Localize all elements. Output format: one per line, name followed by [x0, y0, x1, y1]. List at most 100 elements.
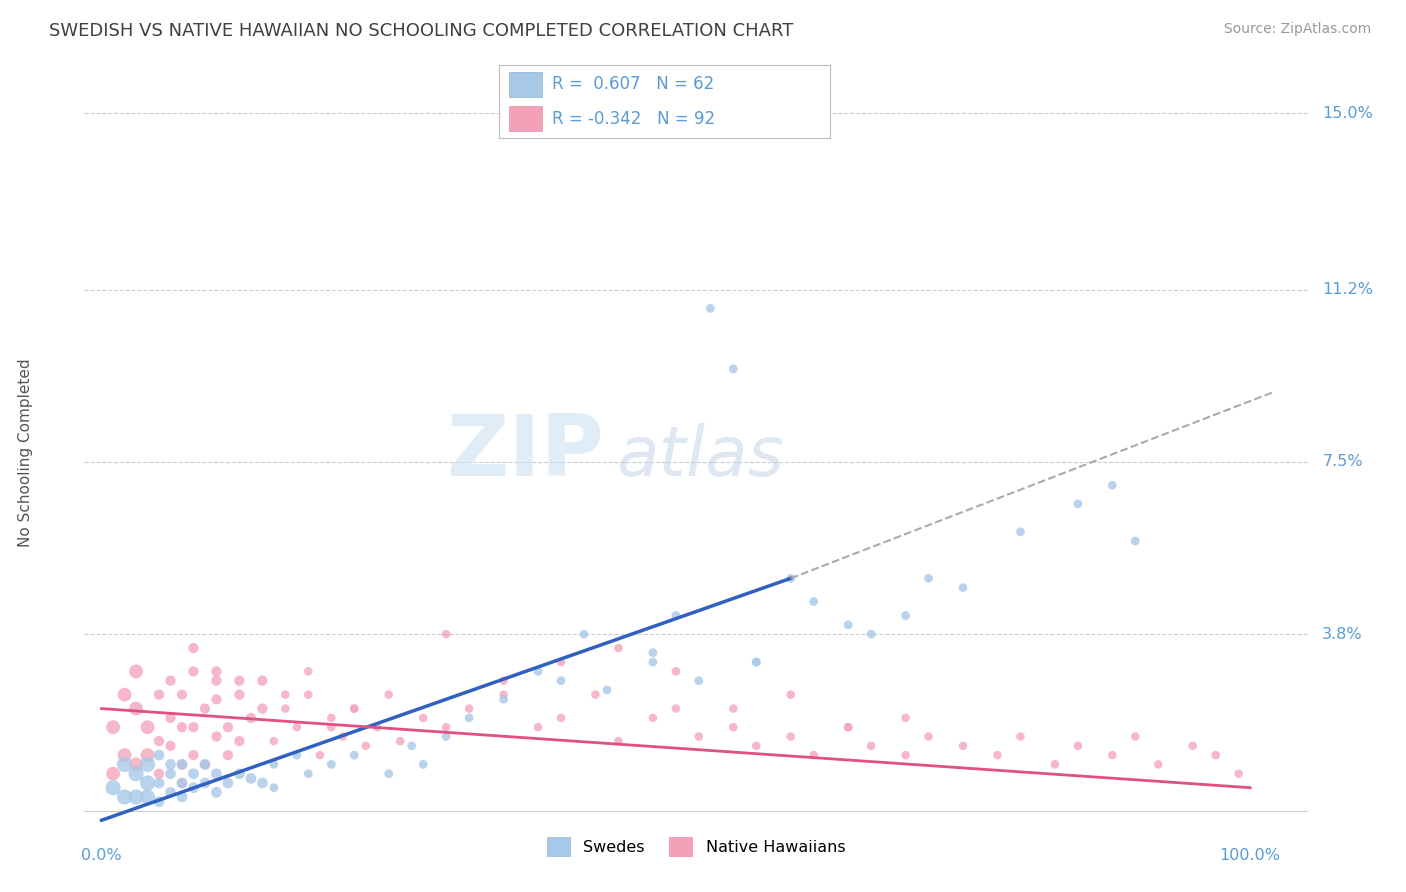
Point [159, 766, 181, 780]
Point [699, 301, 721, 316]
Point [343, 701, 366, 715]
Point [527, 720, 550, 734]
Point [986, 748, 1008, 763]
Point [321, 720, 343, 734]
Point [114, 748, 136, 763]
Legend: Swedes, Native Hawaiians: Swedes, Native Hawaiians [540, 830, 852, 863]
Point [194, 776, 217, 790]
Point [894, 711, 917, 725]
Point [252, 776, 274, 790]
Point [665, 608, 688, 623]
Point [412, 711, 434, 725]
Point [205, 766, 228, 780]
Point [377, 766, 399, 780]
Point [332, 730, 354, 744]
Point [239, 772, 262, 786]
Point [125, 766, 148, 780]
Point [285, 748, 308, 763]
Point [297, 766, 319, 780]
Bar [509, 106, 543, 131]
Point [217, 720, 239, 734]
Point [136, 789, 159, 804]
Text: No Schooling Completed: No Schooling Completed [18, 359, 34, 547]
Point [1101, 478, 1123, 492]
Point [205, 692, 228, 706]
Point [434, 730, 457, 744]
Point [321, 757, 343, 772]
Point [665, 665, 688, 679]
Point [641, 711, 664, 725]
Point [170, 720, 193, 734]
Point [1010, 524, 1032, 539]
Point [205, 665, 228, 679]
Point [1067, 739, 1090, 753]
Point [136, 748, 159, 763]
Point [170, 688, 193, 702]
Point [343, 748, 366, 763]
Point [228, 688, 250, 702]
Point [125, 665, 148, 679]
Point [183, 748, 205, 763]
Point [148, 734, 170, 748]
Point [114, 688, 136, 702]
Bar [509, 71, 543, 96]
Point [641, 655, 664, 669]
Point [803, 748, 825, 763]
Point [1227, 766, 1250, 780]
Point [688, 730, 710, 744]
Text: R = -0.342   N = 92: R = -0.342 N = 92 [553, 110, 716, 128]
Point [779, 688, 801, 702]
Point [1205, 748, 1227, 763]
Point [894, 748, 917, 763]
Point [205, 785, 228, 799]
Point [665, 701, 688, 715]
Point [252, 701, 274, 715]
Point [321, 711, 343, 725]
Point [228, 673, 250, 688]
Point [1101, 748, 1123, 763]
Point [952, 739, 974, 753]
Text: atlas: atlas [616, 423, 785, 490]
Point [894, 608, 917, 623]
Point [860, 627, 883, 641]
Text: 11.2%: 11.2% [1322, 283, 1374, 297]
Text: 7.5%: 7.5% [1322, 455, 1362, 469]
Point [434, 627, 457, 641]
Point [723, 362, 745, 376]
Point [125, 701, 148, 715]
Point [148, 688, 170, 702]
Point [101, 720, 124, 734]
Point [170, 757, 193, 772]
Point [837, 720, 859, 734]
Point [252, 673, 274, 688]
Point [125, 789, 148, 804]
Point [458, 711, 481, 725]
Point [723, 720, 745, 734]
Point [837, 720, 859, 734]
Point [263, 734, 285, 748]
Point [860, 739, 883, 753]
Point [366, 720, 388, 734]
Text: 15.0%: 15.0% [1322, 105, 1374, 120]
Point [159, 711, 181, 725]
Point [458, 701, 481, 715]
Point [239, 711, 262, 725]
Point [205, 673, 228, 688]
Point [148, 748, 170, 763]
Point [148, 776, 170, 790]
Point [492, 688, 515, 702]
Point [550, 711, 572, 725]
Point [159, 785, 181, 799]
Point [917, 730, 939, 744]
Point [837, 617, 859, 632]
Point [148, 795, 170, 809]
Point [779, 571, 801, 585]
Text: SWEDISH VS NATIVE HAWAIIAN NO SCHOOLING COMPLETED CORRELATION CHART: SWEDISH VS NATIVE HAWAIIAN NO SCHOOLING … [49, 22, 793, 40]
Point [114, 757, 136, 772]
Point [183, 780, 205, 795]
Point [285, 720, 308, 734]
Point [159, 757, 181, 772]
Point [217, 776, 239, 790]
Point [779, 730, 801, 744]
Point [1043, 757, 1066, 772]
